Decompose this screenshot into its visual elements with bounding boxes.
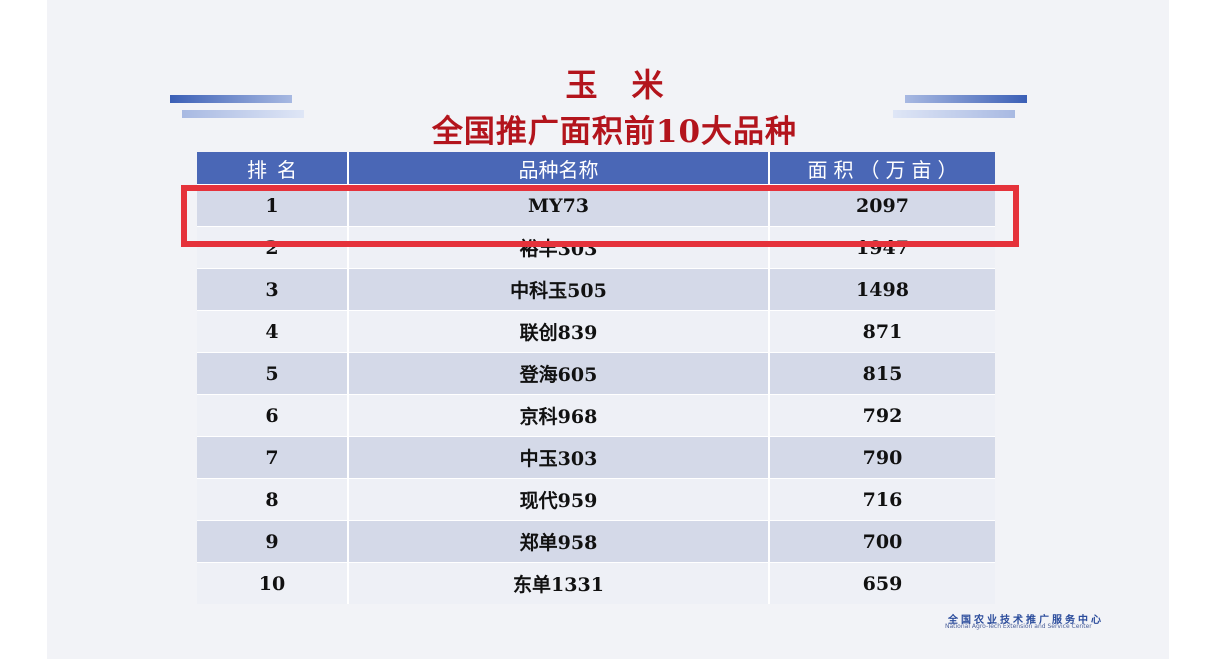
cell-variety: 裕丰303 bbox=[348, 226, 770, 269]
cell-rank: 5 bbox=[197, 352, 349, 395]
table-header-row: 排名 品种名称 面积（万亩） bbox=[197, 152, 995, 185]
header-rank: 排名 bbox=[197, 152, 349, 185]
table-row: 8 现代959 716 bbox=[197, 478, 995, 521]
decor-stripe-right-top bbox=[905, 95, 1027, 103]
cell-area: 792 bbox=[769, 394, 995, 437]
cell-variety: 中科玉505 bbox=[348, 268, 770, 311]
table-row: 7 中玉303 790 bbox=[197, 436, 995, 479]
cell-variety: 登海605 bbox=[348, 352, 770, 395]
cell-area: 871 bbox=[769, 310, 995, 353]
decor-stripe-right-bottom bbox=[893, 110, 1015, 118]
cell-variety: MY73 bbox=[348, 184, 770, 227]
cell-rank: 6 bbox=[197, 394, 349, 437]
table-row: 5 登海605 815 bbox=[197, 352, 995, 395]
top-row-highlight-box bbox=[181, 185, 1019, 247]
footer-org-name-cn: 全国农业技术推广服务中心 bbox=[948, 615, 1104, 626]
cell-area: 1498 bbox=[769, 268, 995, 311]
cell-rank: 2 bbox=[197, 226, 349, 269]
cell-area: 1947 bbox=[769, 226, 995, 269]
cell-rank: 10 bbox=[197, 562, 349, 604]
slide-title: 玉米 bbox=[565, 66, 698, 104]
cell-rank: 1 bbox=[197, 184, 349, 227]
table-row: 2 裕丰303 1947 bbox=[197, 226, 995, 269]
table-row: 10 东单1331 659 bbox=[197, 562, 995, 604]
cell-area: 700 bbox=[769, 520, 995, 563]
table-row: 9 郑单958 700 bbox=[197, 520, 995, 563]
slide-subtitle: 全国推广面积前10大品种 bbox=[431, 114, 798, 150]
cell-variety: 联创839 bbox=[348, 310, 770, 353]
decor-stripe-left-top bbox=[170, 95, 292, 103]
table-row: 1 MY73 2097 bbox=[197, 184, 995, 227]
cell-area: 659 bbox=[769, 562, 995, 604]
cell-variety: 东单1331 bbox=[348, 562, 770, 604]
header-variety-name: 品种名称 bbox=[348, 152, 770, 185]
cell-rank: 7 bbox=[197, 436, 349, 479]
footer-org-name-en: National Agro-Tech Extension and Service… bbox=[945, 623, 1092, 630]
ranking-table: 排名 品种名称 面积（万亩） 1 MY73 2097 2 裕丰303 1 9 4 7 … bbox=[197, 152, 995, 604]
decor-stripe-left-bottom bbox=[182, 110, 304, 118]
cell-rank: 8 bbox=[197, 478, 349, 521]
cell-variety: 郑单958 bbox=[348, 520, 770, 563]
table-row: 6 京科968 792 bbox=[197, 394, 995, 437]
cell-area: 790 bbox=[769, 436, 995, 479]
cell-variety: 现代959 bbox=[348, 478, 770, 521]
cell-rank: 4 bbox=[197, 310, 349, 353]
table-row: 4 联创839 871 bbox=[197, 310, 995, 353]
cell-variety: 中玉303 bbox=[348, 436, 770, 479]
header-area: 面积（万亩） bbox=[769, 152, 995, 185]
cell-area: 815 bbox=[769, 352, 995, 395]
cell-variety: 京科968 bbox=[348, 394, 770, 437]
cell-area: 2097 bbox=[769, 184, 995, 227]
cell-area: 716 bbox=[769, 478, 995, 521]
table-row: 3 中科玉505 1498 bbox=[197, 268, 995, 311]
cell-rank: 3 bbox=[197, 268, 349, 311]
cell-rank: 9 bbox=[197, 520, 349, 563]
